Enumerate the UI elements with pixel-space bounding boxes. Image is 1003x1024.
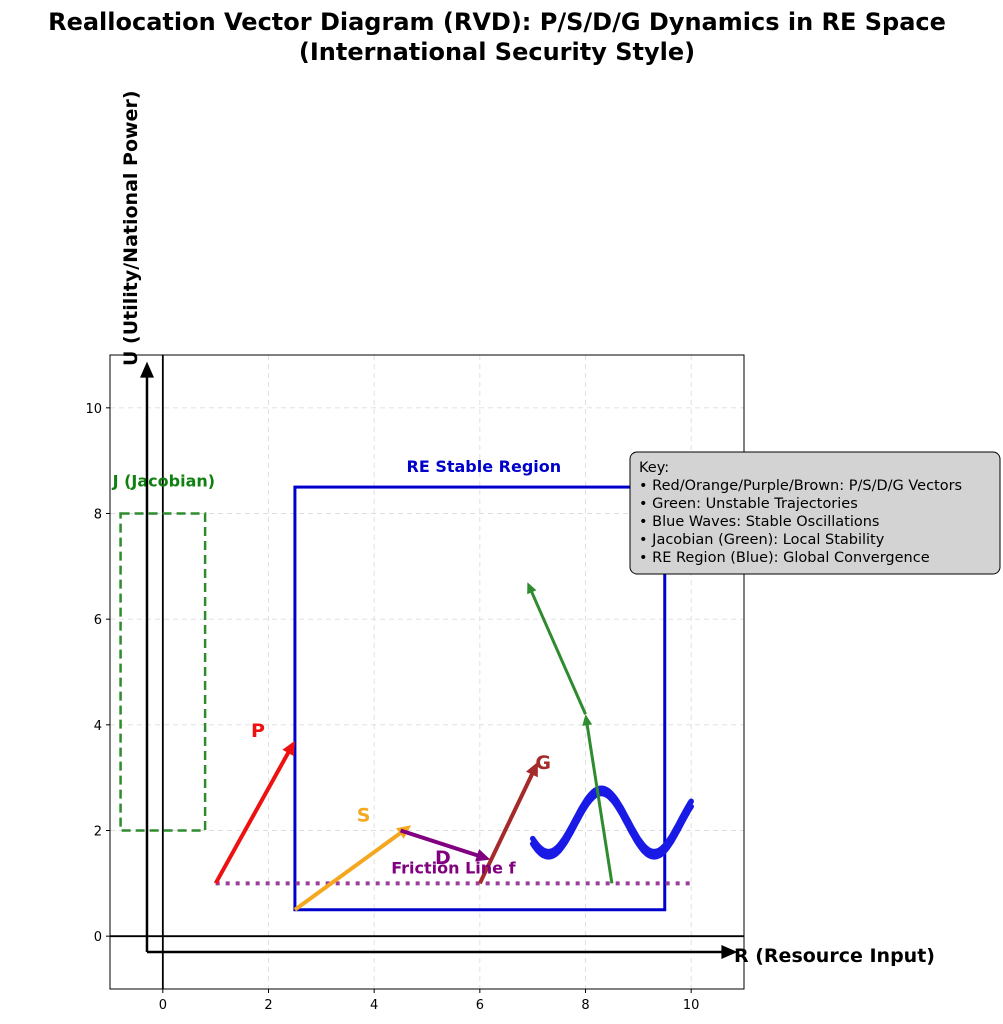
stable-oscillation-curve bbox=[529, 790, 694, 860]
vector-p-shaft bbox=[213, 748, 292, 885]
plot-content bbox=[110, 355, 744, 989]
x-tick-label: 0 bbox=[159, 998, 167, 1013]
vector-s-label: S bbox=[357, 805, 371, 827]
y-tick-label: 2 bbox=[94, 825, 102, 840]
key-line: • Blue Waves: Stable Oscillations bbox=[639, 514, 879, 530]
axis-ticks: 0 2 4 6 8 10 0 2 4 6 8 10 bbox=[85, 402, 699, 1013]
y-axis-label: U (Utility/National Power) bbox=[120, 91, 142, 367]
unstable-trajectory-arrowhead bbox=[582, 714, 593, 726]
unstable-trajectory-segment bbox=[584, 719, 614, 884]
re-region-label: RE Stable Region bbox=[407, 457, 562, 476]
key-line: • RE Region (Blue): Global Convergence bbox=[639, 550, 930, 566]
x-tick-label: 2 bbox=[264, 998, 272, 1013]
y-tick-label: 6 bbox=[94, 613, 102, 628]
friction-line-label: Friction Line f bbox=[391, 858, 516, 877]
y-tick-label: 8 bbox=[94, 508, 102, 523]
x-tick-label: 6 bbox=[476, 998, 484, 1013]
stable-oscillation-curve bbox=[529, 785, 694, 855]
r-axis-arrow-head bbox=[721, 945, 738, 959]
y-tick-label: 4 bbox=[94, 719, 102, 734]
u-axis-arrow-head bbox=[140, 361, 154, 378]
key-box-background bbox=[629, 451, 1001, 575]
y-tick-label: 10 bbox=[85, 402, 102, 417]
overlay-content: RE Stable Region J (Jacobian) Friction Lin… bbox=[112, 361, 738, 959]
key-line: • Green: Unstable Trajectories bbox=[639, 496, 858, 512]
vector-d-label: D bbox=[435, 847, 451, 869]
x-axis-label: R (Resource Input) bbox=[734, 945, 935, 967]
re-region-box bbox=[293, 485, 667, 912]
vector-s-shaft bbox=[293, 829, 405, 912]
y-tick-label: 0 bbox=[94, 930, 102, 945]
vector-g-label: G bbox=[535, 752, 551, 774]
vector-p-label: P bbox=[251, 720, 265, 742]
vector-d-arrowhead bbox=[475, 849, 491, 862]
vector-p-arrowhead bbox=[282, 740, 295, 757]
vector-g-shaft bbox=[478, 769, 536, 885]
x-tick-label: 4 bbox=[370, 998, 378, 1013]
key-line: • Jacobian (Green): Local Stability bbox=[639, 532, 885, 548]
x-tick-label: 10 bbox=[683, 998, 700, 1013]
unstable-trajectory-segment bbox=[528, 587, 587, 715]
unstable-trajectory-arrowhead bbox=[527, 582, 537, 595]
key-title: Key: bbox=[639, 460, 669, 476]
vector-d-shaft bbox=[399, 828, 482, 859]
x-tick-label: 8 bbox=[581, 998, 589, 1013]
key-line: • Red/Orange/Purple/Brown: P/S/D/G Vecto… bbox=[639, 478, 962, 494]
vector-g-arrowhead bbox=[526, 761, 538, 778]
jacobian-label: J (Jacobian) bbox=[112, 472, 216, 491]
chart-subtitle: (International Security Style) bbox=[299, 38, 695, 66]
key-box: Key: • Red/Orange/Purple/Brown: P/S/D/G … bbox=[629, 451, 1001, 575]
jacobian-box bbox=[119, 512, 207, 832]
plot-frame bbox=[109, 354, 745, 990]
chart-title: Reallocation Vector Diagram (RVD): P/S/D… bbox=[48, 8, 946, 36]
